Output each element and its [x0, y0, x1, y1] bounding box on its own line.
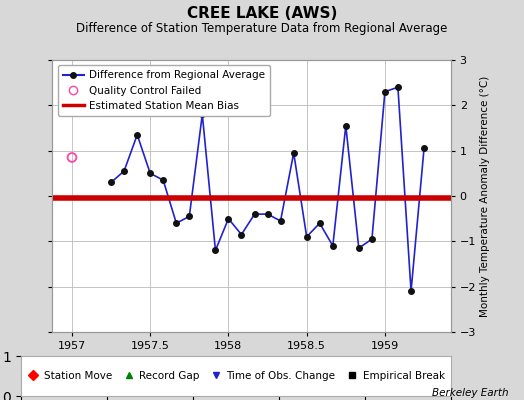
Legend: Station Move, Record Gap, Time of Obs. Change, Empirical Break: Station Move, Record Gap, Time of Obs. C… [23, 367, 449, 385]
Point [68, 154, 76, 161]
Y-axis label: Monthly Temperature Anomaly Difference (°C): Monthly Temperature Anomaly Difference (… [481, 75, 490, 317]
Text: Difference of Station Temperature Data from Regional Average: Difference of Station Temperature Data f… [77, 22, 447, 35]
Text: CREE LAKE (AWS): CREE LAKE (AWS) [187, 6, 337, 21]
Text: Berkeley Earth: Berkeley Earth [432, 388, 508, 398]
Legend: Difference from Regional Average, Quality Control Failed, Estimated Station Mean: Difference from Regional Average, Qualit… [58, 65, 270, 116]
